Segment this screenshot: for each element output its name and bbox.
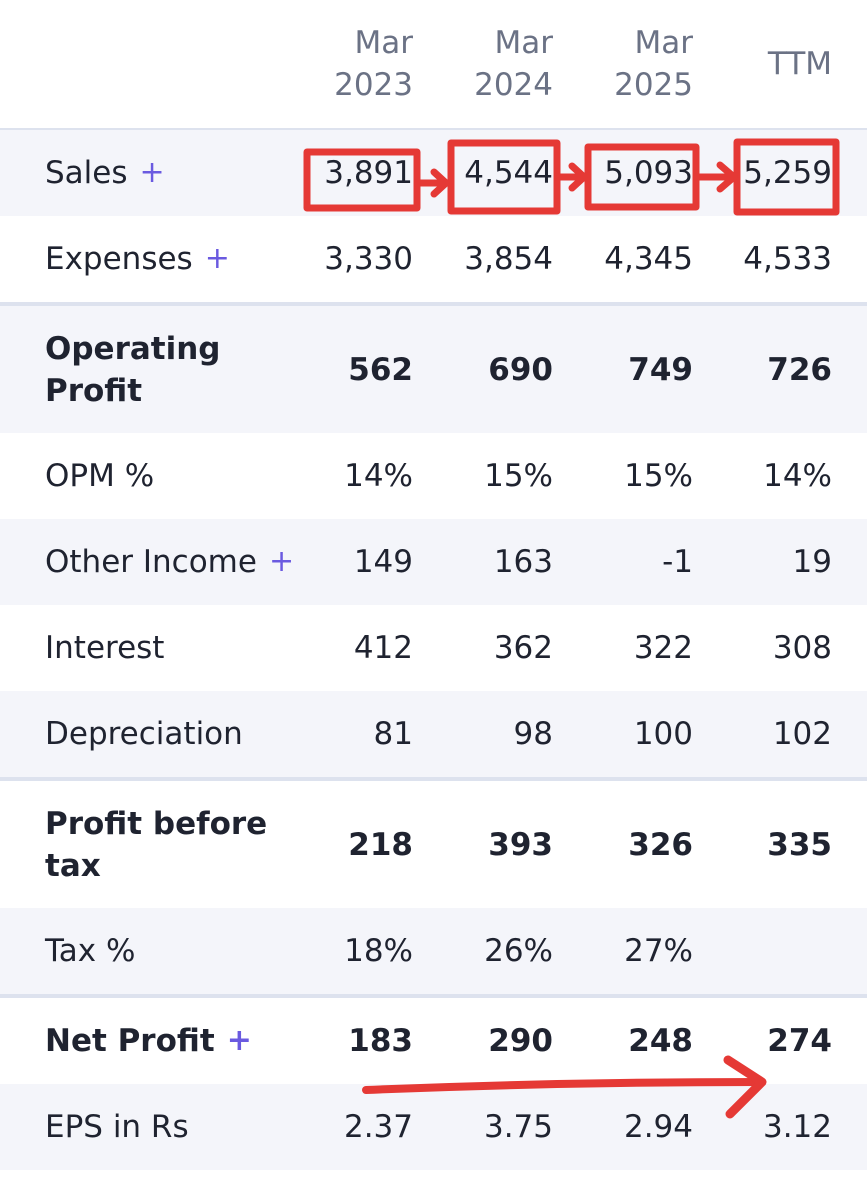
table-cell: 2.37 [343,1109,413,1145]
table-cell: 412 [353,630,413,666]
table-cell: 726 [767,352,832,388]
table-cell: 149 [353,544,413,580]
col-header-mar-2023: Mar 2023 [334,25,413,103]
table-cell: 308 [772,630,832,666]
row-label: Tax % [45,933,136,969]
col-header-mar-2025: Mar 2025 [614,25,693,103]
row-tax: Tax % 18% 26% 27% [0,908,867,994]
table-cell: 3,854 [464,241,553,277]
expand-plus-icon[interactable]: + [268,544,295,579]
row-label: EPS in Rs [45,1109,189,1145]
row-expenses[interactable]: Expenses + 3,330 3,854 4,345 4,533 [0,216,867,302]
table-cell: 322 [633,630,693,666]
table-cell: 14% [344,458,413,494]
row-label: Profit before tax [45,806,268,884]
table-cell: 163 [493,544,553,580]
row-interest: Interest 412 362 322 308 [0,605,867,691]
row-label[interactable]: Expenses + [45,238,230,280]
row-depreciation: Depreciation 81 98 100 102 [0,691,867,777]
table-cell: 102 [772,716,832,752]
row-net-profit[interactable]: Net Profit + 183 290 248 274 [0,994,867,1084]
row-label: OPM % [45,458,155,494]
table-cell: 562 [348,352,413,388]
table-cell: 4,533 [743,241,832,277]
table-cell: 335 [767,827,832,863]
table-cell: 27% [624,933,693,969]
table-cell: 690 [488,352,553,388]
table-cell: 3.75 [483,1109,553,1145]
row-eps: EPS in Rs 2.37 3.75 2.94 3.12 [0,1084,867,1170]
row-other-income[interactable]: Other Income + 149 163 -1 19 [0,519,867,605]
table-cell: 362 [493,630,553,666]
expand-plus-icon[interactable]: + [139,155,165,190]
table-cell: 4,345 [604,241,693,277]
row-label: Operating Profit [45,331,221,409]
table-cell: 18% [344,933,413,969]
table-cell: 3,330 [324,241,413,277]
table-cell: 19 [792,544,832,580]
row-label[interactable]: Net Profit + [45,1020,252,1062]
profit-loss-table: Mar 2023 Mar 2024 Mar 2025 TTM Sales + 3,891… [0,0,867,1170]
table-cell: 248 [628,1023,693,1059]
col-header-ttm: TTM [767,46,832,82]
table-cell: 274 [767,1023,832,1059]
row-operating-profit: Operating Profit 562 690 749 726 [0,302,867,433]
row-label: Interest [45,630,165,666]
row-sales[interactable]: Sales + 3,891 4,544 5,093 5,259 [0,128,867,216]
table-cell: 14% [763,458,832,494]
row-label[interactable]: Other Income + [45,541,294,583]
expand-plus-icon[interactable]: + [226,1023,252,1058]
row-label: Depreciation [45,716,243,752]
table-cell: 2.94 [623,1109,693,1145]
table-cell: 326 [628,827,693,863]
expand-plus-icon[interactable]: + [204,241,230,276]
table-cell: 749 [628,352,693,388]
table-cell: 15% [484,458,553,494]
row-profit-before-tax: Profit before tax 218 393 326 335 [0,777,867,908]
header-row: Mar 2023 Mar 2024 Mar 2025 TTM [0,0,867,128]
table-cell: 290 [488,1023,553,1059]
table-cell: 98 [513,716,553,752]
table-cell: -1 [662,544,693,580]
table-cell: 81 [373,716,413,752]
table-cell: 393 [488,827,553,863]
table-cell: 183 [348,1023,413,1059]
row-label[interactable]: Sales + [45,152,165,194]
table-cell: 3.12 [762,1109,832,1145]
table-cell: 218 [348,827,413,863]
col-header-mar-2024: Mar 2024 [474,25,553,103]
table-cell: 5,259 [743,155,832,191]
table-cell: 15% [624,458,693,494]
row-opm: OPM % 14% 15% 15% 14% [0,433,867,519]
table-cell: 100 [633,716,693,752]
table-cell: 26% [484,933,553,969]
